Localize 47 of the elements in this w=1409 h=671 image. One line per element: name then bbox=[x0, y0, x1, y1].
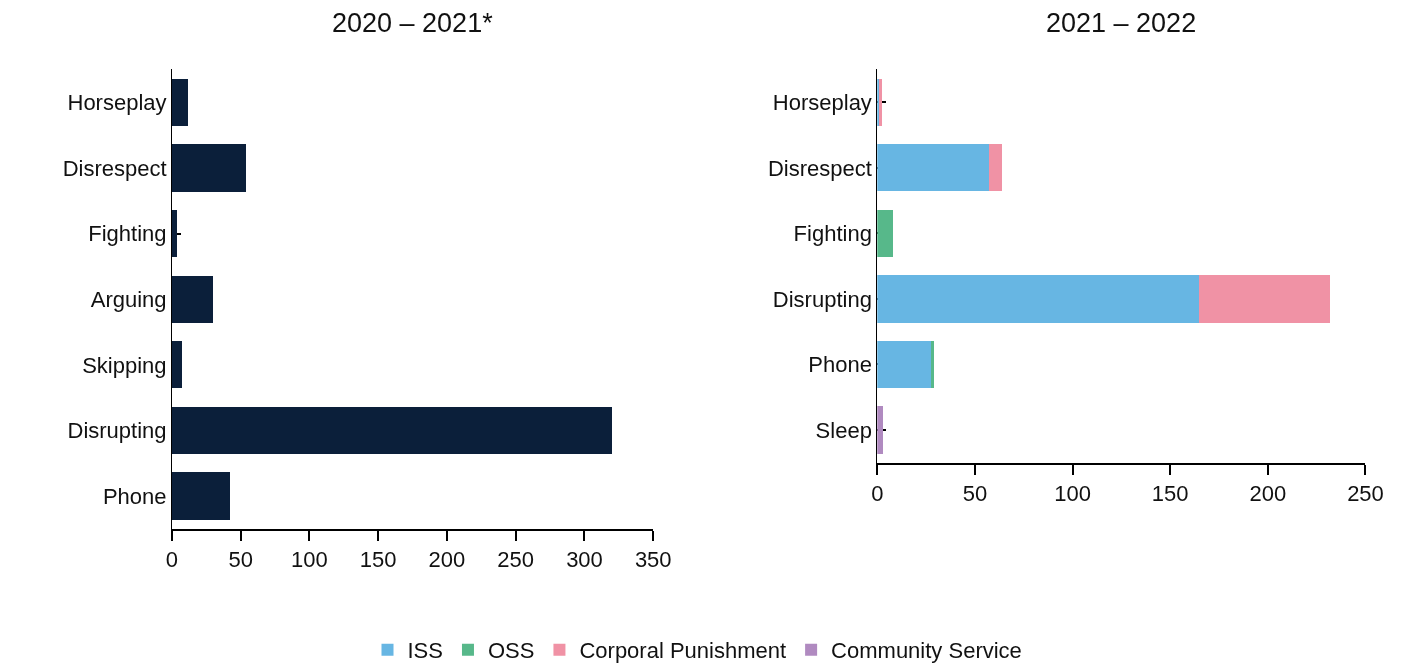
bar bbox=[931, 340, 934, 389]
bar bbox=[171, 275, 214, 323]
legend-label: Corporal Punishment bbox=[579, 638, 787, 664]
bar bbox=[877, 275, 1200, 323]
bar bbox=[171, 406, 612, 455]
bar bbox=[171, 341, 182, 389]
x-tick-label: 250 bbox=[1347, 481, 1384, 507]
y-tick-label: Skipping bbox=[82, 352, 167, 378]
bar bbox=[171, 472, 230, 520]
bar bbox=[877, 340, 932, 389]
x-tick-label: 150 bbox=[1151, 481, 1189, 507]
bar bbox=[171, 144, 247, 192]
y-tick-label: Disrespect bbox=[767, 155, 872, 181]
y-tick-label: Disrupting bbox=[772, 286, 872, 312]
x-tick-label: 0 bbox=[871, 481, 884, 507]
x-tick-label: 100 bbox=[291, 547, 328, 573]
x-tick-label: 0 bbox=[165, 547, 179, 573]
bar bbox=[1199, 275, 1331, 323]
bar bbox=[877, 209, 893, 257]
x-tick-label: 50 bbox=[962, 481, 988, 507]
x-tick-label: 300 bbox=[566, 547, 603, 573]
y-tick-label: Phone bbox=[808, 352, 872, 378]
x-tick-label: 350 bbox=[634, 547, 672, 573]
x-tick-label: 100 bbox=[1054, 481, 1091, 507]
legend-label: Community Service bbox=[831, 638, 1022, 664]
bar bbox=[171, 78, 189, 126]
legend-label: OSS bbox=[487, 638, 535, 664]
legend-label: ISS bbox=[407, 638, 443, 664]
x-tick-label: 150 bbox=[359, 547, 397, 573]
y-tick-label: Disrupting bbox=[67, 418, 167, 444]
chart-title: 2021 – 2022 bbox=[1046, 8, 1197, 38]
chart-title: 2020 – 2021* bbox=[332, 8, 494, 38]
bar bbox=[877, 144, 989, 192]
y-tick-label: Arguing bbox=[90, 286, 167, 312]
bar bbox=[988, 144, 1003, 192]
y-tick-label: Phone bbox=[102, 483, 167, 509]
y-tick-label: Sleep bbox=[815, 417, 872, 443]
y-tick-label: Fighting bbox=[793, 221, 872, 247]
x-tick-label: 250 bbox=[497, 547, 535, 573]
y-tick-label: Disrespect bbox=[62, 155, 167, 181]
x-tick-label: 200 bbox=[428, 547, 466, 573]
x-tick-label: 50 bbox=[228, 547, 253, 573]
y-tick-label: Fighting bbox=[88, 221, 167, 247]
y-tick-label: Horseplay bbox=[772, 89, 872, 115]
x-tick-label: 200 bbox=[1249, 481, 1287, 507]
y-tick-label: Horseplay bbox=[67, 90, 167, 115]
bar bbox=[171, 209, 178, 258]
